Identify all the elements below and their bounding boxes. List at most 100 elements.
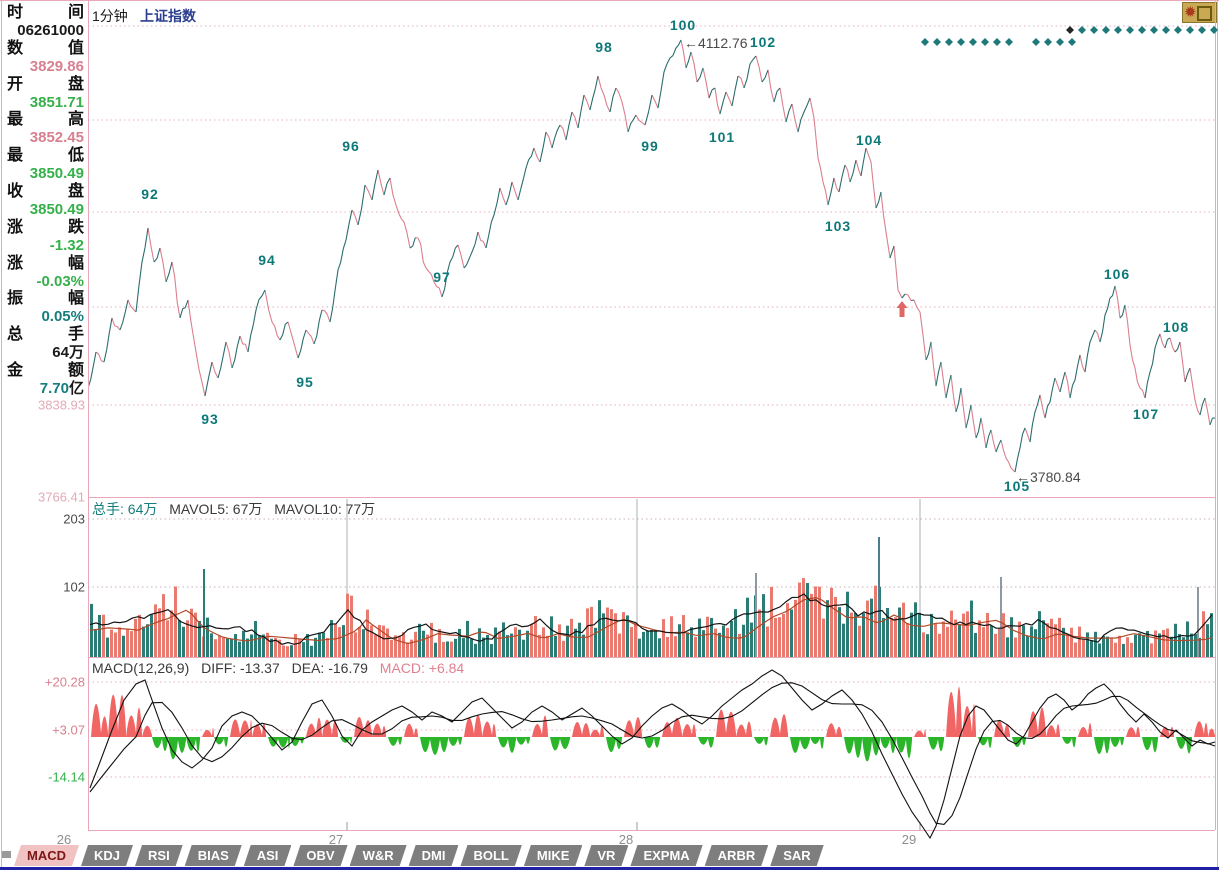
quote-row-label: 数值 (2, 40, 87, 58)
quote-row-label: 涨幅 (2, 255, 87, 273)
quote-row-label: 时间 (2, 4, 87, 22)
quote-label-char: 间 (67, 4, 84, 21)
diamond-marker-icon (1005, 38, 1013, 46)
diamond-marker-icon (1114, 26, 1122, 34)
diamond-marker-icon (1090, 26, 1098, 34)
quote-value: 3851.71 (2, 94, 87, 112)
quote-label-char: 额 (67, 361, 84, 379)
quote-value-unit: 万 (68, 344, 84, 362)
tab-bias[interactable]: BIAS (185, 845, 242, 866)
quote-row-label: 最高 (2, 111, 87, 129)
quote-value: -1.32 (2, 237, 87, 255)
index-name-label: 上证指数 (140, 8, 196, 24)
tab-rsi[interactable]: RSI (135, 845, 183, 866)
diamond-marker-icon (1186, 26, 1194, 34)
diamond-marker-icon (1032, 38, 1040, 46)
tab-dmi[interactable]: DMI (409, 845, 459, 866)
quote-value: 3850.49 (2, 165, 87, 183)
tab-asi[interactable]: ASI (244, 845, 292, 866)
quote-label-char: 跌 (67, 218, 84, 236)
diamond-marker-icon (1056, 38, 1064, 46)
tab-mike[interactable]: MIKE (524, 845, 583, 866)
tab-boll[interactable]: BOLL (460, 845, 521, 866)
quote-value-number: 3851.71 (29, 93, 84, 111)
quote-row-label: 收盘 (2, 183, 87, 201)
quote-value: 3829.86 (2, 58, 87, 76)
diamond-marker-icon (969, 38, 977, 46)
diamond-marker-icon (993, 38, 1001, 46)
macd-value: MACD: +6.84 (379, 660, 465, 676)
quote-label-char: 盘 (67, 75, 84, 93)
quote-value-number: 3852.45 (29, 129, 84, 147)
tab-obv[interactable]: OBV (293, 845, 347, 866)
diamond-marker-icon (921, 38, 929, 46)
quote-row-label: 总手 (2, 326, 87, 344)
restore-window-icon (1197, 6, 1212, 21)
dea-value: DEA: -16.79 (291, 660, 368, 676)
quote-value-number: 3850.49 (29, 165, 84, 183)
quote-value-number: 3850.49 (29, 200, 84, 218)
app-logo-icon[interactable]: ✹ (1182, 2, 1217, 23)
quote-row-label: 涨跌 (2, 219, 87, 237)
diamond-marker-icon (945, 38, 953, 46)
quote-value-number: 3829.86 (29, 57, 84, 75)
quote-value-number: 06261000 (17, 22, 84, 39)
quote-label-char: 高 (67, 111, 84, 129)
tab-kdj[interactable]: KDJ (81, 845, 133, 866)
quote-label-char: 收 (7, 182, 24, 200)
quote-row-label: 金额 (2, 362, 87, 380)
quote-row-label: 开盘 (2, 76, 87, 94)
diamond-marker-icon (1198, 26, 1206, 34)
tab-sar[interactable]: SAR (770, 845, 823, 866)
diamond-marker-icon (933, 38, 941, 46)
quote-label-char: 最 (7, 111, 24, 129)
period-label[interactable]: 1分钟 (92, 8, 128, 24)
quote-label-char: 涨 (7, 254, 24, 272)
diamond-marker-icon (1044, 38, 1052, 46)
diamond-marker-icon (1138, 26, 1146, 34)
quote-row-label: 振幅 (2, 290, 87, 308)
diamond-marker-icon (1210, 26, 1218, 34)
quote-value: 7.70亿 (2, 380, 87, 398)
tab-vr[interactable]: VR (584, 845, 628, 866)
diamond-marker-icon (1078, 26, 1086, 34)
diff-value: DIFF: -13.37 (201, 660, 280, 676)
quote-value-number: -0.03% (36, 272, 84, 290)
tab-expma[interactable]: EXPMA (630, 845, 702, 866)
quote-label-char: 振 (7, 290, 24, 308)
quote-label-char: 盘 (67, 182, 84, 200)
macd-params: MACD(12,26,9) (92, 660, 190, 676)
quote-label-char: 最 (7, 147, 24, 165)
quote-label-char: 幅 (67, 290, 84, 308)
diamond-marker-icon (1102, 26, 1110, 34)
diamond-marker-icon (1174, 26, 1182, 34)
tab-wr[interactable]: W&R (350, 845, 407, 866)
quote-label-char: 总 (7, 326, 24, 344)
buy-signal-arrow-icon (896, 301, 908, 317)
quote-label-char: 数 (7, 39, 24, 57)
quote-value: -0.03% (2, 273, 87, 291)
diamond-marker-icon (1150, 26, 1158, 34)
starburst-icon: ✹ (1184, 4, 1197, 21)
quote-label-char: 幅 (67, 254, 84, 272)
quote-label-char: 时 (7, 4, 24, 21)
total-volume-value: 总手: 64万 (92, 501, 158, 517)
quote-info-panel: 时间 06261000 数值 3829.86 开盘 3851.71 最高 3852.45 最低 3… (2, 4, 87, 398)
diamond-marker-icon (1162, 26, 1170, 34)
tab-overflow-icon[interactable] (2, 851, 11, 858)
quote-value: 64万 (2, 344, 87, 362)
quote-value-unit: 亿 (68, 379, 84, 397)
diamond-marker-icon (957, 38, 965, 46)
quote-label-char: 开 (7, 75, 24, 93)
indicator-tab-bar: MACD KDJ RSI BIAS ASI OBV W&R DMI BOLL MIKE VR EXPM… (14, 845, 826, 866)
tab-macd[interactable]: MACD (14, 845, 79, 866)
quote-value-number: 64 (52, 344, 69, 362)
quote-value-number: -1.32 (49, 236, 84, 254)
quote-value: 3852.45 (2, 129, 87, 147)
quote-label-char: 金 (7, 361, 24, 379)
tab-arbr[interactable]: ARBR (705, 845, 769, 866)
diamond-marker-icon (1066, 26, 1074, 34)
mavol5-value: MAVOL5: 67万 (169, 501, 263, 517)
quote-value: 3850.49 (2, 201, 87, 219)
